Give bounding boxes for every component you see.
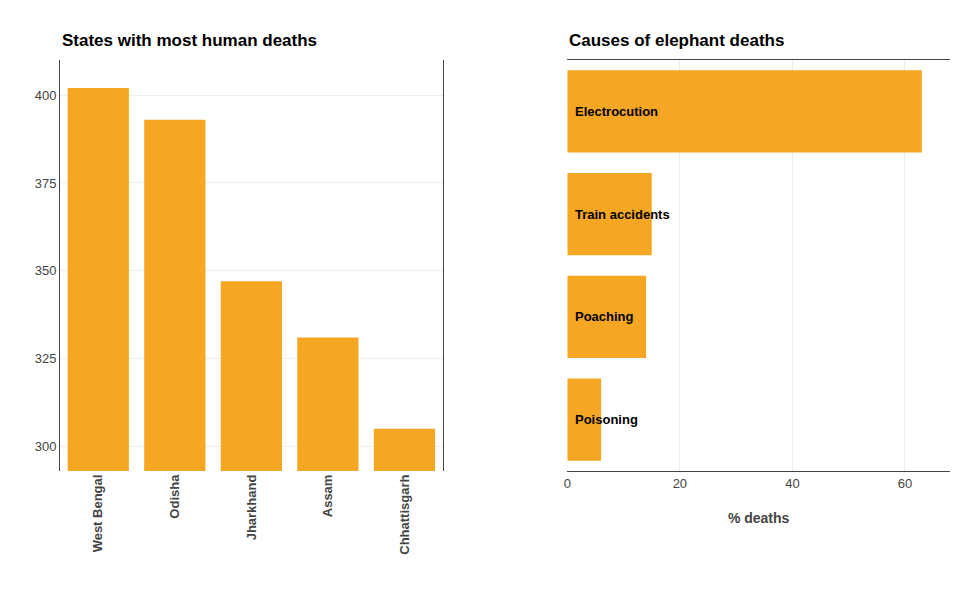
svg-text:300: 300 xyxy=(35,439,57,454)
svg-text:325: 325 xyxy=(35,351,57,366)
svg-text:20: 20 xyxy=(673,476,687,491)
svg-text:Causes of elephant deaths: Causes of elephant deaths xyxy=(569,31,784,50)
svg-text:400: 400 xyxy=(35,88,57,103)
svg-text:Poaching: Poaching xyxy=(575,309,634,324)
svg-text:% deaths: % deaths xyxy=(728,510,790,526)
svg-text:Assam: Assam xyxy=(320,475,335,518)
svg-text:Jharkhand: Jharkhand xyxy=(244,475,259,541)
svg-text:60: 60 xyxy=(898,476,912,491)
svg-text:Train accidents: Train accidents xyxy=(575,207,670,222)
svg-text:Poisoning: Poisoning xyxy=(575,412,638,427)
svg-text:West Bengal: West Bengal xyxy=(90,475,105,553)
svg-text:40: 40 xyxy=(785,476,799,491)
svg-text:350: 350 xyxy=(35,263,57,278)
svg-text:Electrocution: Electrocution xyxy=(575,104,658,119)
svg-text:375: 375 xyxy=(35,176,57,191)
svg-text:0: 0 xyxy=(564,476,571,491)
svg-text:States with most human deaths: States with most human deaths xyxy=(62,31,317,50)
svg-text:Odisha: Odisha xyxy=(167,474,182,519)
svg-text:Chhattisgarh: Chhattisgarh xyxy=(397,475,412,555)
